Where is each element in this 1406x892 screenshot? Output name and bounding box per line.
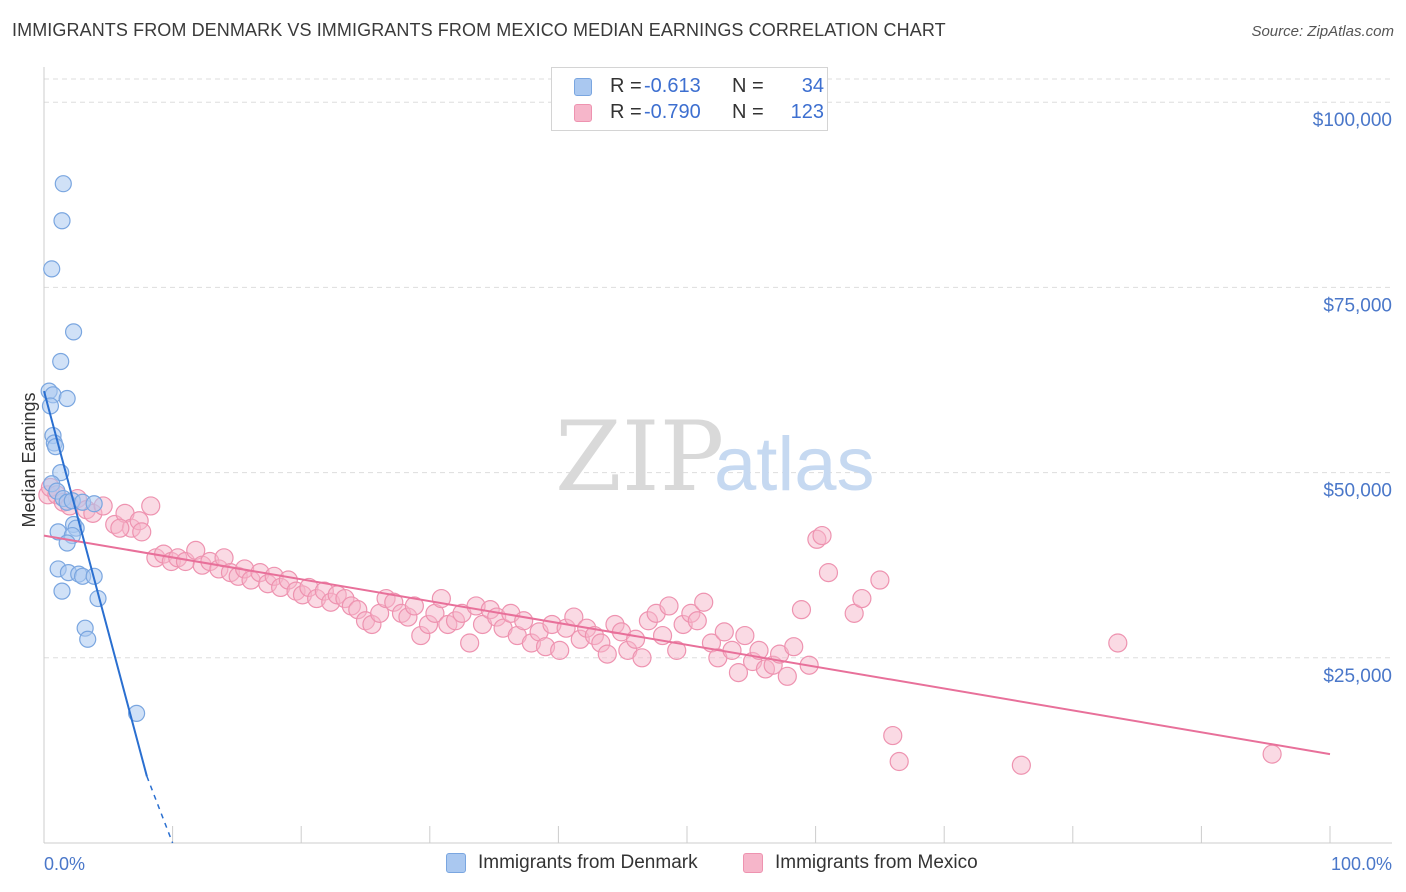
data-point-mexico — [1108, 633, 1128, 653]
legend-r-label: R = — [610, 75, 642, 97]
data-point-denmark — [43, 260, 61, 278]
chart-title: IMMIGRANTS FROM DENMARK VS IMMIGRANTS FR… — [12, 20, 946, 40]
data-point-denmark — [54, 175, 72, 193]
data-point-denmark — [64, 323, 83, 341]
data-point-mexico — [735, 625, 755, 646]
y-tick-label: $75,000 — [1323, 295, 1392, 316]
data-point-mexico — [132, 522, 152, 542]
legend-n-label: N = — [732, 75, 764, 97]
legend-n-value: 34 — [801, 75, 824, 97]
legend-r-value: -0.613 — [644, 75, 701, 97]
data-point-mexico — [844, 603, 864, 623]
data-point-mexico — [870, 570, 890, 590]
data-point-denmark — [58, 534, 76, 552]
axes — [43, 67, 1392, 844]
data-point-mexico — [687, 611, 707, 631]
data-point-mexico — [749, 640, 769, 660]
data-point-denmark — [85, 495, 103, 513]
tick-labels: $25,000 $50,000 $75,000 $100,000 0.0% 100.0% — [44, 110, 1392, 874]
watermark-zip: ZIP — [555, 401, 724, 513]
data-point-mexico — [597, 644, 617, 664]
series-mexico — [38, 477, 1282, 775]
watermark-atlas: atlas — [714, 422, 875, 507]
trend-lines — [43, 390, 1331, 844]
data-point-mexico — [812, 525, 832, 546]
legend-label-denmark: Immigrants from Denmark — [478, 852, 698, 873]
legend-n-value: 123 — [790, 101, 824, 123]
legend-r-label: R = — [610, 101, 642, 123]
y-tick-label: $25,000 — [1323, 666, 1392, 687]
trend-line-denmark-extension — [146, 776, 174, 844]
data-point-mexico — [110, 518, 130, 538]
data-point-mexico — [694, 592, 714, 612]
data-point-mexico — [460, 633, 480, 653]
y-tick-label: $50,000 — [1323, 481, 1392, 502]
legend-n-label: N = — [732, 101, 764, 123]
data-point-mexico — [852, 588, 872, 609]
legend-label-mexico: Immigrants from Mexico — [775, 852, 978, 873]
legend-swatch-denmark — [574, 78, 592, 96]
trend-line-denmark — [43, 390, 148, 777]
data-point-mexico — [404, 596, 424, 616]
data-point-mexico — [889, 751, 909, 772]
legend-swatch-mexico — [743, 853, 763, 873]
legend-swatch-mexico — [574, 104, 592, 122]
data-point-mexico — [1262, 744, 1282, 764]
correlation-legend: R = -0.613 N = 34 R = -0.790 N = 123 — [551, 67, 828, 131]
data-point-denmark — [127, 704, 146, 722]
data-point-mexico — [777, 666, 797, 686]
data-point-mexico — [667, 640, 687, 660]
data-point-mexico — [625, 629, 646, 649]
data-point-denmark — [53, 582, 71, 600]
data-point-mexico — [784, 637, 804, 657]
series-denmark — [40, 175, 146, 722]
data-point-mexico — [818, 563, 839, 583]
data-point-mexico — [514, 611, 534, 631]
watermark: ZIP atlas — [555, 401, 875, 513]
data-point-mexico — [141, 496, 161, 516]
data-point-mexico — [728, 663, 749, 683]
data-point-mexico — [632, 648, 652, 668]
data-point-mexico — [1011, 755, 1031, 775]
data-point-denmark — [58, 389, 76, 408]
x-tick-label: 0.0% — [44, 854, 85, 874]
x-tick-label: 100.0% — [1331, 854, 1392, 874]
data-point-denmark — [53, 212, 71, 230]
data-point-mexico — [883, 725, 903, 746]
trend-line-mexico — [43, 534, 1331, 756]
data-point-mexico — [722, 640, 742, 660]
y-tick-label: $100,000 — [1313, 110, 1392, 131]
legend-item-mexico[interactable]: Immigrants from Mexico — [743, 852, 1013, 876]
data-point-mexico — [714, 622, 734, 642]
data-point-denmark — [52, 352, 70, 371]
data-point-denmark — [79, 630, 97, 648]
legend-item-denmark[interactable]: Immigrants from Denmark — [446, 852, 726, 876]
data-point-mexico — [791, 600, 812, 620]
legend-swatch-denmark — [446, 853, 466, 873]
source-label: Source: ZipAtlas.com — [1251, 23, 1394, 40]
y-axis-label: Median Earnings — [19, 392, 39, 527]
legend-r-value: -0.790 — [644, 101, 701, 123]
data-point-mexico — [550, 640, 570, 660]
data-point-mexico — [659, 596, 679, 616]
